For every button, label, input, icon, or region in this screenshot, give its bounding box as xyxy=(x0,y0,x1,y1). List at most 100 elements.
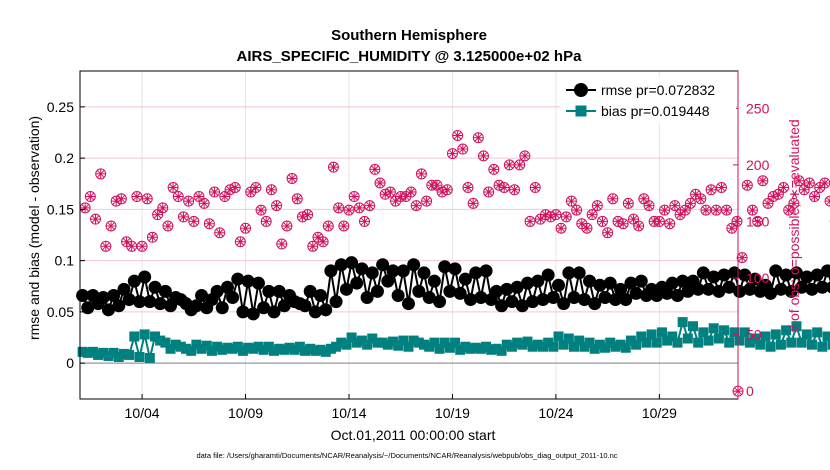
rmse-point xyxy=(696,266,710,280)
obs-evaluated-point xyxy=(509,184,520,195)
obs-evaluated-point xyxy=(240,223,251,234)
bias-point xyxy=(765,341,776,352)
bias-point xyxy=(408,335,419,346)
y2-tick-label: 50 xyxy=(746,327,762,343)
obs-evaluated-point xyxy=(431,180,442,191)
obs-evaluated-point xyxy=(664,218,675,229)
bias-point xyxy=(346,332,357,343)
bias-point xyxy=(444,342,455,353)
legend-rmse-label: rmse pr=0.072832 xyxy=(601,82,715,98)
bias-point xyxy=(703,335,714,346)
obs-evaluated-point xyxy=(638,193,649,204)
bias-point xyxy=(460,341,471,352)
obs-evaluated-point xyxy=(131,191,142,202)
obs-evaluated-point xyxy=(230,182,241,193)
bias-point xyxy=(186,345,197,356)
rmse-point xyxy=(303,284,317,298)
rmse-point xyxy=(334,258,348,272)
bias-point xyxy=(517,339,528,350)
rmse-point xyxy=(784,284,798,298)
obs-evaluated-point xyxy=(312,232,323,243)
rmse-point xyxy=(189,299,203,313)
rmse-point xyxy=(376,258,390,272)
bias-point xyxy=(134,351,145,362)
bias-point xyxy=(522,336,533,347)
x-tick-label: 10/19 xyxy=(435,405,470,421)
bias-point xyxy=(155,335,166,346)
bias-point xyxy=(786,337,797,348)
obs-evaluated-point xyxy=(742,180,753,191)
obs-evaluated-point xyxy=(768,191,779,202)
obs-evaluated-point xyxy=(349,191,360,202)
obs-evaluated-point xyxy=(659,205,670,216)
rmse-point xyxy=(774,282,788,296)
rmse-point xyxy=(101,303,115,317)
rmse-point xyxy=(764,286,778,300)
bias-point xyxy=(631,339,642,350)
rmse-point xyxy=(469,266,483,280)
obs-evaluated-point xyxy=(602,227,613,238)
rmse-point xyxy=(733,284,747,298)
obs-evaluated-point xyxy=(788,198,799,209)
obs-evaluated-point xyxy=(607,193,618,204)
rmse-point xyxy=(298,299,312,313)
obs-evaluated-point xyxy=(162,220,173,231)
obs-evaluated-point xyxy=(519,150,530,161)
obs-evaluated-point xyxy=(359,216,370,227)
rmse-point xyxy=(422,291,436,305)
rmse-point xyxy=(117,282,131,296)
obs-evaluated-point xyxy=(618,218,629,229)
bias-point xyxy=(429,337,440,348)
bias-point xyxy=(744,337,755,348)
rmse-point xyxy=(329,295,343,309)
obs-evaluated-point xyxy=(726,223,737,234)
obs-evaluated-point xyxy=(292,193,303,204)
bias-point xyxy=(781,325,792,336)
rmse-point xyxy=(489,284,503,298)
rmse-point xyxy=(583,274,597,288)
bias-point xyxy=(222,342,233,353)
obs-evaluated-point xyxy=(338,220,349,231)
bias-point xyxy=(620,342,631,353)
obs-evaluated-point xyxy=(706,184,717,195)
x-tick-label: 10/04 xyxy=(125,405,160,421)
y2-tick-label: 200 xyxy=(746,157,770,173)
obs-evaluated-point xyxy=(504,159,515,170)
rmse-point xyxy=(365,266,379,280)
rmse-point xyxy=(577,293,591,307)
rmse-point xyxy=(712,284,726,298)
bias-point xyxy=(506,341,517,352)
bias-point xyxy=(398,335,409,346)
obs-evaluated-point xyxy=(442,184,453,195)
bias-point xyxy=(150,331,161,342)
rmse-point xyxy=(660,286,674,300)
obs-evaluated-point xyxy=(142,193,153,204)
rmse-point xyxy=(360,291,374,305)
bias-point xyxy=(465,343,476,354)
rmse-point xyxy=(515,299,529,313)
bias-point xyxy=(594,339,605,350)
bias-point xyxy=(651,337,662,348)
rmse-point xyxy=(614,282,628,296)
obs-evaluated-point xyxy=(468,198,479,209)
obs-evaluated-point xyxy=(540,209,551,220)
obs-evaluated-point xyxy=(219,191,230,202)
bias-point xyxy=(129,331,140,342)
bias-point xyxy=(227,343,238,354)
bias-point xyxy=(181,343,192,354)
bias-point xyxy=(672,337,683,348)
bias-point xyxy=(284,342,295,353)
rmse-point xyxy=(272,284,286,298)
rmse-point xyxy=(195,288,209,302)
bias-point xyxy=(450,337,461,348)
rmse-point xyxy=(345,256,359,270)
obs-evaluated-point xyxy=(675,209,686,220)
bias-point xyxy=(625,335,636,346)
obs-evaluated-point xyxy=(390,196,401,207)
obs-evaluated-point xyxy=(535,214,546,225)
rmse-point xyxy=(520,276,534,290)
rmse-point xyxy=(236,305,250,319)
bias-point xyxy=(537,341,548,352)
rmse-point xyxy=(314,288,328,302)
